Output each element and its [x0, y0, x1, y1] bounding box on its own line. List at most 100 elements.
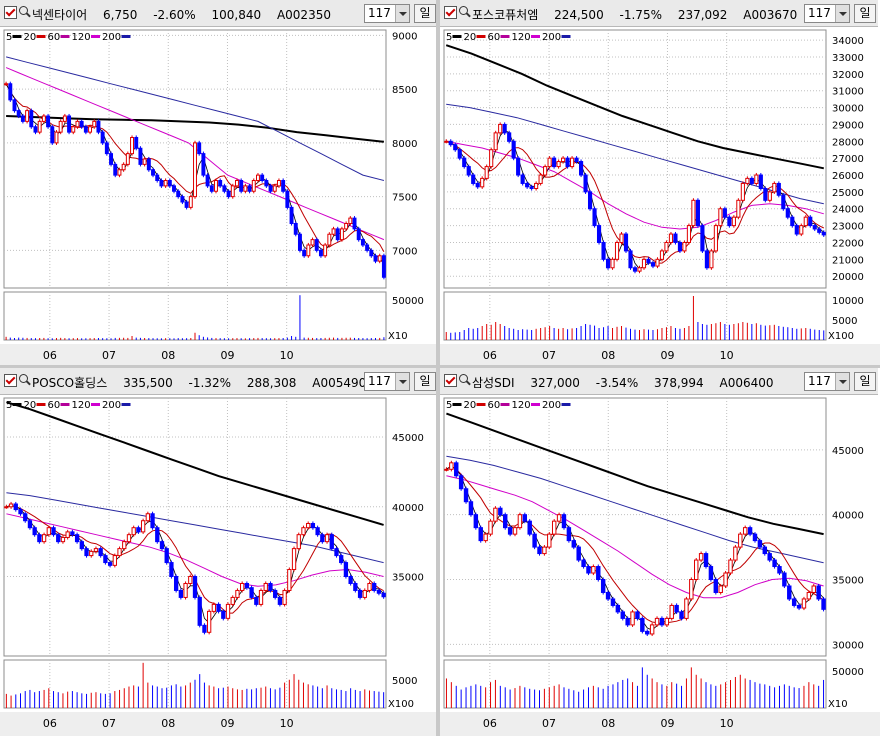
- candle-body: [532, 533, 537, 548]
- chart-area: 45000 40000 35000 06 07 08 09 10 5000 X100 5 20 60 12…: [0, 397, 440, 736]
- stock-name[interactable]: 삼성SDI: [472, 376, 515, 390]
- candle-body: [155, 527, 160, 543]
- period-button[interactable]: 일: [854, 372, 876, 391]
- stock-code: A005490: [312, 376, 367, 390]
- volume-pane: [3, 291, 387, 341]
- volume-pane: [443, 659, 827, 709]
- chart-header: 넥센타이어 6,750 -2.60% 100,840 A002350 117 일: [0, 0, 438, 27]
- candle-body: [255, 174, 260, 181]
- candle-body: [762, 546, 767, 555]
- stock-name[interactable]: 넥센타이어: [32, 8, 88, 22]
- stock-name[interactable]: POSCO홀딩스: [32, 376, 108, 390]
- stock-change: -1.75%: [619, 8, 662, 22]
- chevron-down-icon[interactable]: [835, 5, 849, 22]
- time-axis-band: [440, 344, 880, 368]
- candle-body: [586, 566, 591, 574]
- search-icon[interactable]: [459, 6, 468, 15]
- candle-body: [293, 223, 298, 235]
- candle-body: [747, 527, 753, 535]
- candle-body: [591, 566, 596, 574]
- candle-body: [184, 201, 189, 208]
- candle-body: [458, 475, 464, 490]
- candle-body: [682, 241, 687, 252]
- candle-body: [131, 527, 136, 536]
- panel-divider-horizontal[interactable]: [0, 365, 880, 368]
- candle-body: [483, 533, 488, 542]
- candle-body: [89, 550, 94, 557]
- candle-body: [600, 579, 606, 593]
- stock-info: 포스코퓨처엠 224,500 -1.75% 237,092 A003670: [472, 6, 809, 23]
- candle-body: [235, 180, 239, 187]
- legend-period-label: 20: [464, 400, 477, 411]
- candle-body: [376, 589, 382, 594]
- candle-body: [260, 174, 265, 181]
- candle-body: [344, 223, 349, 230]
- candle-body: [56, 534, 61, 543]
- candle-body: [444, 468, 449, 471]
- candle-body: [610, 258, 615, 269]
- candle-body: [655, 258, 660, 267]
- candle-body: [146, 158, 151, 171]
- candle-body: [287, 569, 292, 591]
- candle-body: [230, 596, 235, 605]
- candle-body: [272, 185, 277, 192]
- candle-body: [787, 585, 792, 600]
- stock-volume: 378,994: [654, 376, 704, 390]
- month-tick-label: 08: [161, 349, 175, 362]
- candle-body: [314, 239, 319, 251]
- legend-swatch: [561, 403, 571, 406]
- candle-body: [806, 591, 812, 600]
- chevron-down-icon[interactable]: [395, 5, 409, 22]
- candle-body: [596, 566, 601, 581]
- chevron-down-icon[interactable]: [395, 373, 409, 390]
- ma20-line: [446, 140, 825, 264]
- count-select[interactable]: 117: [364, 372, 410, 391]
- period-button[interactable]: 일: [414, 372, 436, 391]
- candle-body: [301, 527, 306, 536]
- month-tick-label: 10: [280, 717, 294, 730]
- legend-period-label: 120: [72, 400, 91, 411]
- checkbox-icon[interactable]: [444, 6, 457, 19]
- count-select[interactable]: 117: [804, 372, 850, 391]
- candle-body: [98, 548, 103, 557]
- ma200-line: [6, 401, 384, 526]
- candle-body: [268, 185, 273, 192]
- candle-body: [673, 233, 678, 243]
- candle-body: [377, 255, 382, 262]
- count-select[interactable]: 117: [364, 4, 410, 23]
- legend-swatch: [121, 403, 131, 406]
- legend-period-label: 120: [512, 400, 531, 411]
- candle-body: [684, 598, 689, 619]
- count-select[interactable]: 117: [804, 4, 850, 23]
- search-icon[interactable]: [19, 374, 28, 383]
- period-button[interactable]: 일: [854, 4, 876, 23]
- candle-body: [183, 582, 188, 598]
- panel-divider-vertical[interactable]: [436, 0, 440, 736]
- checkbox-icon[interactable]: [4, 6, 17, 19]
- stock-name[interactable]: 포스코퓨처엠: [472, 8, 539, 22]
- candle-body: [205, 174, 210, 187]
- candle-body: [79, 541, 84, 550]
- candle-body: [601, 241, 606, 260]
- candle-body: [561, 157, 566, 163]
- candle-body: [54, 131, 59, 144]
- volume-unit-label: X10: [828, 699, 848, 710]
- period-button[interactable]: 일: [414, 4, 436, 23]
- candle-body: [752, 533, 758, 542]
- candle-body: [306, 244, 311, 257]
- y-tick-label: 27000: [832, 154, 864, 165]
- candle-body: [297, 233, 302, 251]
- candle-body: [480, 177, 485, 188]
- candle-body: [117, 548, 122, 557]
- candle-body: [816, 585, 821, 600]
- ma60-line: [446, 475, 824, 599]
- search-icon[interactable]: [19, 6, 28, 15]
- search-icon[interactable]: [459, 374, 468, 383]
- candle-body: [659, 250, 665, 260]
- candle-body: [222, 185, 227, 192]
- checkbox-icon[interactable]: [444, 374, 457, 387]
- ma60-line: [6, 513, 384, 587]
- checkbox-icon[interactable]: [4, 374, 17, 387]
- chevron-down-icon[interactable]: [835, 373, 849, 390]
- candle-body: [713, 225, 718, 252]
